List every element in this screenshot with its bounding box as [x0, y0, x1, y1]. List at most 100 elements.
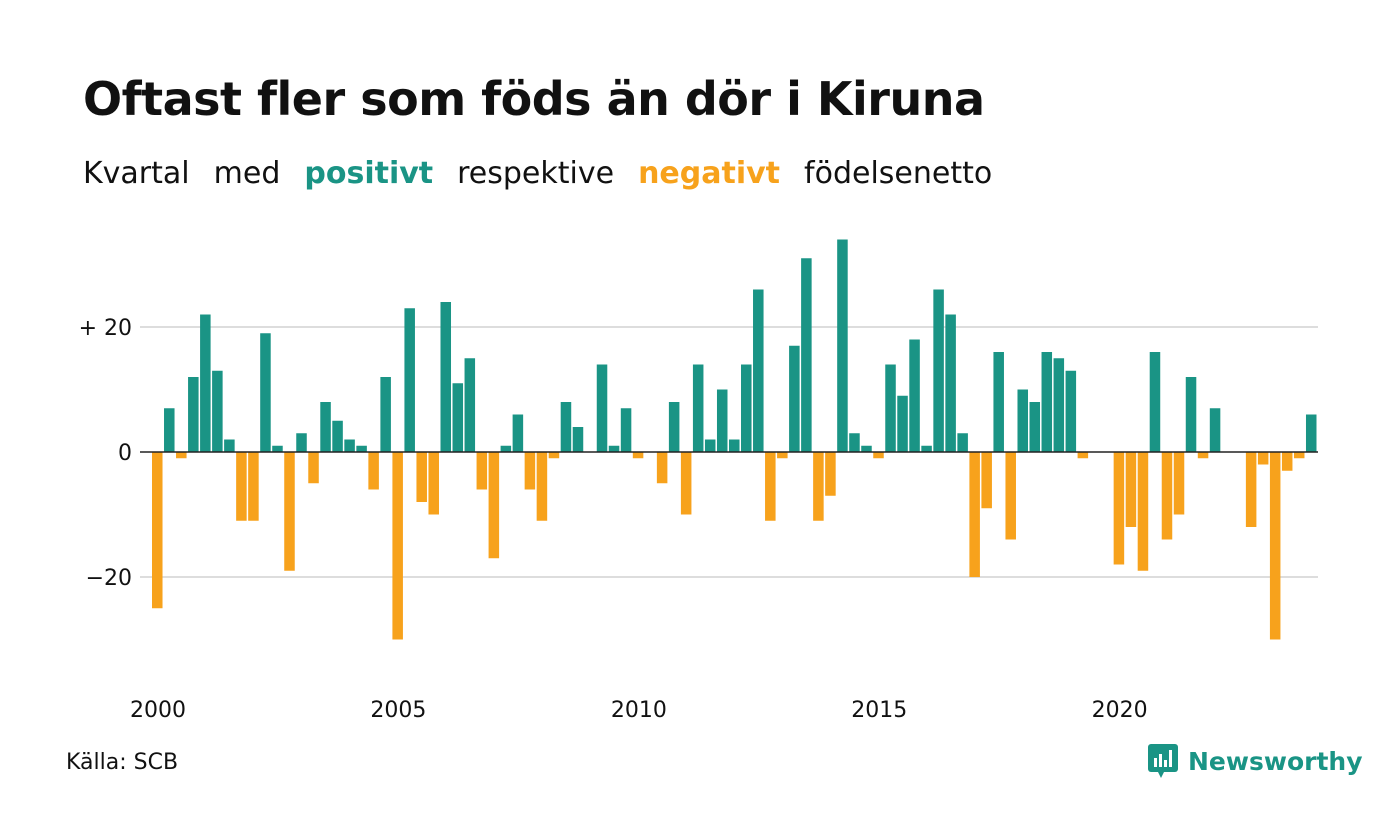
bar-chart: + 20 0 −20 2000 2005 2010 2015 2020: [79, 239, 1318, 723]
bar: [428, 452, 439, 515]
bar: [885, 364, 896, 452]
bar: [921, 445, 932, 452]
bar: [849, 433, 860, 452]
y-tick-label: 0: [118, 441, 132, 466]
bar: [1161, 452, 1173, 540]
bar: [404, 308, 415, 452]
source-note: Källa: SCB: [66, 750, 179, 775]
bar: [632, 452, 644, 459]
bar: [1149, 352, 1161, 452]
bar: [524, 452, 536, 490]
bar: [296, 433, 307, 452]
bar: [260, 333, 271, 452]
bar: [392, 452, 403, 640]
bar: [704, 439, 716, 452]
bar: [272, 445, 283, 452]
chart-subtitle: Kvartal med positivt respektive negativt föde…: [83, 156, 1016, 191]
bar: [464, 358, 476, 452]
bar: [152, 452, 163, 609]
bar: [668, 402, 680, 452]
bar: [1053, 358, 1065, 452]
bar: [692, 364, 704, 452]
bar: [1077, 452, 1089, 459]
subtitle-word-fodelsenetto: födelsenetto: [804, 156, 993, 191]
bar: [476, 452, 488, 490]
bar: [368, 452, 379, 490]
bar: [789, 345, 800, 452]
bar: [777, 452, 788, 459]
bar: [1197, 452, 1209, 459]
bar: [765, 452, 776, 521]
bar: [728, 439, 740, 452]
bar: [1173, 452, 1185, 515]
newsworthy-logo-icon: [1148, 744, 1178, 778]
bar: [741, 364, 752, 452]
bar: [680, 452, 692, 515]
subtitle-word-respektive: respektive: [457, 156, 615, 191]
bar: [1269, 452, 1281, 640]
bar: [753, 289, 764, 452]
bar: [308, 452, 319, 484]
bar: [969, 452, 980, 577]
bar: [825, 452, 836, 496]
bar: [620, 408, 632, 452]
bar: [1185, 377, 1197, 452]
bar: [416, 452, 427, 502]
bar: [1113, 452, 1125, 565]
bar: [188, 377, 199, 452]
bar: [897, 395, 908, 452]
bar: [380, 377, 391, 452]
x-tick-label: 2010: [611, 698, 667, 723]
bar: [164, 408, 175, 452]
bar: [344, 439, 355, 452]
bar: [861, 445, 872, 452]
bar: [320, 402, 331, 452]
bar: [1041, 352, 1053, 452]
bar: [801, 258, 812, 452]
bar: [284, 452, 295, 571]
bar: [1257, 452, 1269, 465]
bar: [176, 452, 187, 459]
x-tick-label: 2005: [370, 698, 426, 723]
bar: [945, 314, 956, 452]
bar: [837, 239, 848, 452]
bar: [248, 452, 259, 521]
bar: [548, 452, 560, 459]
brand-name: Newsworthy: [1188, 746, 1363, 776]
bar: [500, 445, 512, 452]
subtitle-word-kvartal: Kvartal: [83, 156, 190, 191]
y-tick-label: + 20: [79, 316, 132, 341]
bar: [536, 452, 548, 521]
bar: [981, 452, 992, 509]
x-tick-label: 2000: [130, 698, 186, 723]
bar: [236, 452, 247, 521]
bar: [1017, 389, 1028, 452]
bar: [1029, 402, 1041, 452]
bar: [440, 302, 452, 452]
bar: [512, 414, 524, 452]
bar: [716, 389, 728, 452]
bar: [993, 352, 1004, 452]
bar: [957, 433, 968, 452]
bar: [1137, 452, 1149, 571]
chart-title: Oftast fler som föds än dör i Kiruna: [83, 72, 985, 126]
bar: [608, 445, 620, 452]
bar: [596, 364, 608, 452]
bar: [1209, 408, 1221, 452]
bar: [813, 452, 824, 521]
bar: [488, 452, 500, 559]
bar: [1293, 452, 1305, 459]
bar: [332, 420, 343, 452]
x-tick-label: 2015: [851, 698, 907, 723]
subtitle-positive-label: positivt: [304, 156, 434, 191]
subtitle-word-med: med: [213, 156, 281, 191]
bar: [224, 439, 235, 452]
bar: [656, 452, 668, 484]
bar: [873, 452, 884, 459]
bar: [933, 289, 944, 452]
bar: [356, 445, 367, 452]
bar: [560, 402, 572, 452]
y-tick-label: −20: [86, 566, 132, 591]
bar: [1125, 452, 1137, 527]
bar: [909, 339, 920, 452]
